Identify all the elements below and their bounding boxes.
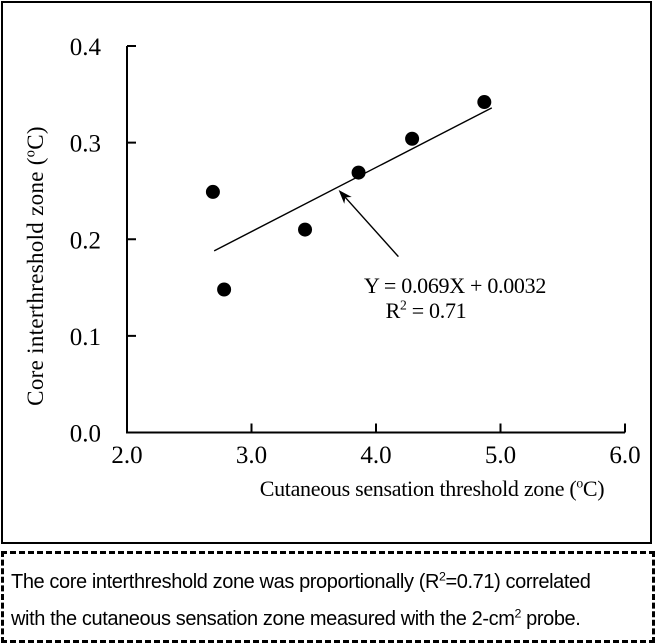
figure-caption-box: The core interthreshold zone was proport… — [1, 551, 655, 643]
chart-figure-box — [1, 1, 652, 544]
trendline-equation: Y = 0.069X + 0.0032 — [363, 273, 547, 298]
x-axis-title: Cutaneous sensation threshold zone (oC) — [259, 475, 605, 501]
y-axis-title: Core interthreshold zone (oC) — [22, 126, 48, 406]
trendline-r-squared: R2 = 0.71 — [385, 297, 467, 323]
caption-line-1: The core interthreshold zone was proport… — [11, 569, 591, 593]
caption-line-2: with the cutaneous sensation zone measur… — [11, 606, 581, 630]
